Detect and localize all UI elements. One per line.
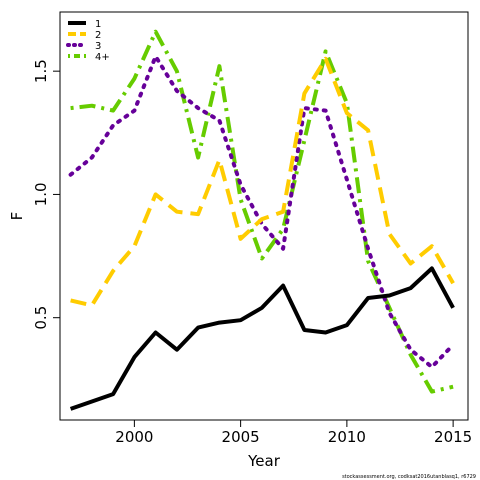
legend-label-3: 3	[95, 41, 101, 52]
footer-credit: stockassessment.org, codksat2016utanblas…	[342, 474, 476, 480]
x-tick-label: 2015	[434, 428, 472, 446]
y-axis-title: F	[8, 212, 26, 221]
x-tick-label: 2000	[115, 428, 153, 446]
y-axis: 0.5 1.0 1.5	[32, 59, 60, 330]
plot-frame	[59, 11, 469, 421]
legend-label-1: 1	[95, 19, 101, 30]
legend-label-4plus: 4+	[95, 52, 110, 63]
series-line-2	[70, 56, 455, 308]
x-tick-label: 2010	[328, 428, 366, 446]
series-line-1	[69, 266, 455, 411]
x-tick-label: 2005	[222, 428, 260, 446]
y-tick-label: 1.0	[32, 182, 50, 206]
series-line-3	[68, 54, 456, 369]
y-tick-label: 0.5	[32, 306, 50, 330]
x-axis-title: Year	[247, 452, 281, 470]
y-tick-label: 1.5	[32, 59, 50, 83]
series-line-4plus	[70, 29, 454, 394]
x-axis: 2000 2005 2010 2015	[115, 420, 472, 446]
series-layer	[68, 29, 456, 411]
legend-label-2: 2	[95, 30, 101, 41]
